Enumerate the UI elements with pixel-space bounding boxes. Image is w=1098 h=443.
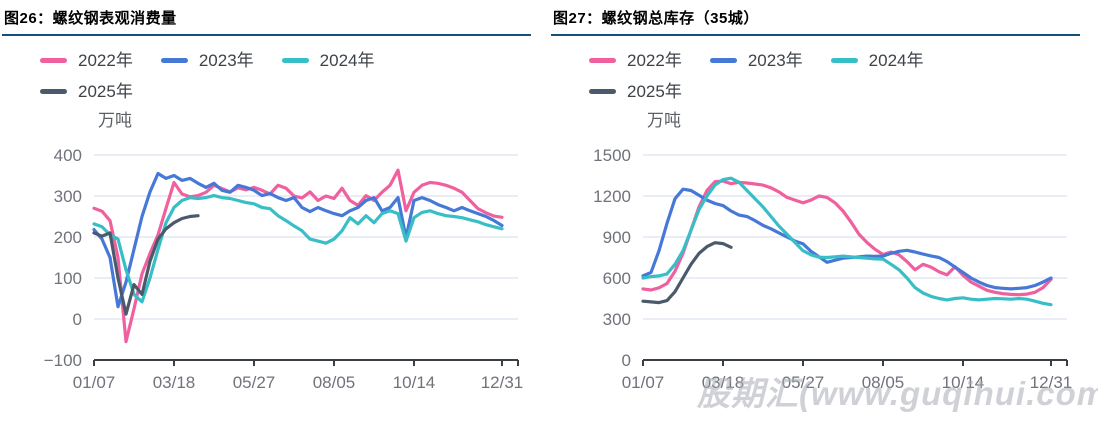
x-tick-label: 12/31 xyxy=(1030,373,1073,392)
title-divider xyxy=(551,34,1080,36)
y-tick-label: 300 xyxy=(603,310,631,329)
x-tick-label: 05/27 xyxy=(782,373,825,392)
chart-panel-inventory: 图27：螺纹钢总库存（35城） 2022年 2023年 2024年 2025年 万吨 1… xyxy=(549,0,1098,415)
y-tick-label: 1500 xyxy=(593,146,631,165)
series-line-2024年 xyxy=(641,176,1053,307)
legend-item-2023年: 2023年 xyxy=(160,51,254,70)
legend-swatch xyxy=(589,58,616,63)
legend-swatch xyxy=(589,89,616,94)
legend-item-2025年: 2025年 xyxy=(589,83,682,100)
x-tick-label: 12/31 xyxy=(481,373,524,392)
y-tick-label: 600 xyxy=(603,269,631,288)
legend-label: 2023年 xyxy=(198,51,254,70)
legend-swatch xyxy=(160,58,188,63)
x-tick-label: 01/07 xyxy=(73,373,116,392)
x-tick-label: 03/18 xyxy=(702,373,745,392)
legend-item-2022年: 2022年 xyxy=(40,52,133,69)
x-tick-label: 01/07 xyxy=(622,373,665,392)
legend-label: 2023年 xyxy=(747,51,803,70)
report-figures-row: 图26：螺纹钢表观消费量 2022年 2023年 2024年 2025年 万吨 400 3… xyxy=(0,0,1098,415)
x-tick-label: 03/18 xyxy=(153,373,196,392)
legend-item-2024年: 2024年 xyxy=(830,51,924,70)
x-tick-label: 08/05 xyxy=(313,373,356,392)
y-tick-label: 900 xyxy=(603,228,631,247)
legend-swatch xyxy=(40,58,67,63)
legend-swatch xyxy=(709,58,737,63)
figure-title: 图27：螺纹钢总库存（35城） xyxy=(553,10,759,27)
legend-label: 2024年 xyxy=(868,51,924,70)
y-tick-label: −100 xyxy=(44,351,82,370)
legend-swatch xyxy=(40,89,67,94)
y-tick-label: 0 xyxy=(73,310,82,329)
x-tick-label: 10/14 xyxy=(942,373,985,392)
legend-swatch xyxy=(830,58,858,63)
legend-label: 2025年 xyxy=(78,82,133,101)
y-tick-label: 400 xyxy=(54,146,82,165)
y-tick-label: 1200 xyxy=(593,187,631,206)
legend-label: 2025年 xyxy=(627,82,682,101)
legend-swatch xyxy=(281,58,309,63)
x-tick-label: 10/14 xyxy=(393,373,436,392)
legend: 2022年 2023年 2024年 2025年 xyxy=(2,36,480,100)
series-line-2022年 xyxy=(641,179,1053,297)
legend-label: 2024年 xyxy=(319,51,375,70)
legend-item-2023年: 2023年 xyxy=(709,51,803,70)
legend-label: 2022年 xyxy=(78,51,133,70)
series-line-2025年 xyxy=(641,241,733,305)
y-tick-label: 300 xyxy=(54,187,82,206)
series-line-2023年 xyxy=(641,187,1053,291)
figure-title: 图26：螺纹钢表观消费量 xyxy=(4,10,177,27)
legend-item-2022年: 2022年 xyxy=(589,52,682,69)
chart-panel-consumption: 图26：螺纹钢表观消费量 2022年 2023年 2024年 2025年 万吨 400 3… xyxy=(0,0,549,415)
consumption-line-chart: 万吨 400 300 200 100 0 −100 01/07 03/18 05/27 08/05 1… xyxy=(44,111,524,392)
y-axis-unit-label: 万吨 xyxy=(647,111,681,130)
y-tick-label: 100 xyxy=(54,269,82,288)
y-axis-unit-label: 万吨 xyxy=(98,111,132,130)
legend: 2022年 2023年 2024年 2025年 xyxy=(551,36,1029,100)
inventory-line-chart: 万吨 1500 1200 900 600 300 0 01/07 03/18 05/27 08/05… xyxy=(593,111,1073,392)
y-tick-label: 200 xyxy=(54,228,82,247)
series-line-2025年 xyxy=(92,214,200,316)
y-tick-label: 0 xyxy=(622,351,631,370)
legend-item-2025年: 2025年 xyxy=(40,83,133,100)
legend-item-2024年: 2024年 xyxy=(281,51,375,70)
x-tick-label: 05/27 xyxy=(233,373,276,392)
series-line-2023年 xyxy=(92,171,504,309)
legend-label: 2022年 xyxy=(627,51,682,70)
x-tick-label: 08/05 xyxy=(862,373,905,392)
title-divider xyxy=(2,34,531,36)
series-line-2022年 xyxy=(92,168,504,344)
